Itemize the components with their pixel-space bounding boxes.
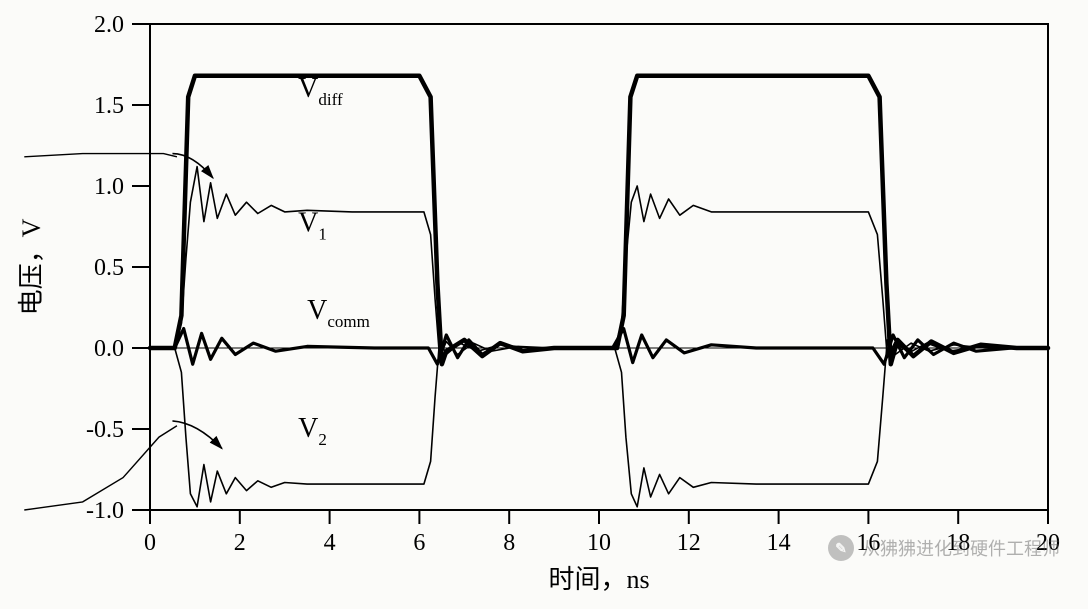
y-tick-label: 1.5 [94,93,124,119]
y-tick-label: 0.0 [94,336,124,362]
y-tick-label: -0.5 [86,417,124,443]
watermark: ✎ 从狒狒进化到硬件工程师 [828,535,1060,561]
watermark-icon: ✎ [828,535,854,561]
chart-stage: -1.0-0.50.00.51.01.52.002468101214161820… [0,0,1088,609]
x-tick-label: 12 [677,530,701,556]
y-axis-label: 电压，V [17,218,46,315]
y-tick-label: 1.0 [94,174,124,200]
y-tick-label: -1.0 [86,498,124,524]
x-axis-label: 时间，ns [548,565,649,594]
x-tick-label: 0 [144,530,156,556]
x-tick-label: 4 [324,530,336,556]
x-tick-label: 10 [587,530,611,556]
chart-bg [0,0,1088,609]
chart-svg: -1.0-0.50.00.51.01.52.002468101214161820… [0,0,1088,609]
watermark-text: 从狒狒进化到硬件工程师 [862,535,1060,561]
y-tick-label: 0.5 [94,255,124,281]
x-tick-label: 14 [767,530,791,556]
x-tick-label: 8 [503,530,515,556]
y-tick-label: 2.0 [94,12,124,38]
x-tick-label: 2 [234,530,246,556]
x-tick-label: 6 [413,530,425,556]
